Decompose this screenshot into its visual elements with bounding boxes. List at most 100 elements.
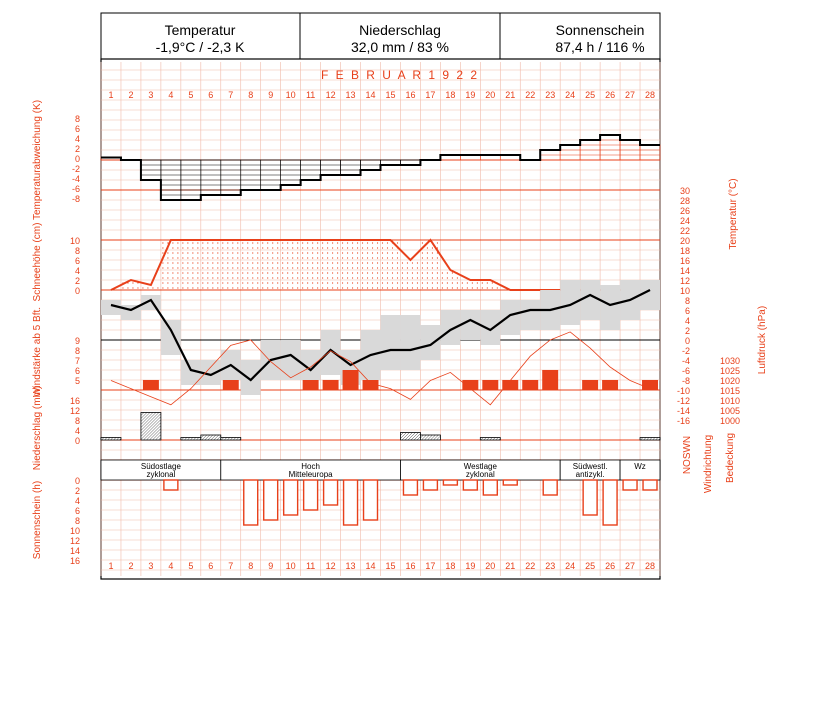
snow-dot (222, 247, 224, 249)
snow-dot (426, 242, 429, 244)
snow-dot (351, 252, 354, 254)
wind-bar (362, 380, 379, 390)
snow-dot (162, 287, 164, 289)
snow-dot (297, 267, 299, 269)
snow-dot (332, 287, 334, 289)
precip-hatch (210, 434, 216, 441)
snow-dot (262, 252, 264, 254)
day-label-top: 4 (168, 90, 173, 100)
snow-dot (272, 282, 274, 284)
snow-dot (237, 267, 239, 269)
day-label-top: 15 (385, 90, 395, 100)
precip-hatch (646, 437, 650, 441)
pressure-tick: 1030 (720, 356, 740, 366)
snow-dot (182, 262, 184, 264)
precip-hatch (204, 434, 210, 441)
snow-dot (177, 272, 179, 274)
snow-dot (257, 242, 259, 244)
snow-dot (207, 287, 209, 289)
sunshine-bar (602, 479, 618, 526)
temp-tick: 6 (685, 306, 690, 316)
snow-dot (366, 247, 369, 249)
snow-dot (366, 267, 369, 269)
anomaly-bar (340, 159, 361, 176)
axis-title-sunshine: Sonnenschein (h) (32, 481, 43, 559)
snow-dot (207, 267, 209, 269)
snow-dot (292, 282, 294, 284)
snow-dot (337, 252, 339, 254)
precip-hatch (149, 428, 162, 441)
snow-dot (361, 272, 364, 274)
snow-dot (162, 252, 164, 254)
snow-dot (381, 247, 384, 249)
snow-dot (307, 287, 309, 289)
snow-dot (496, 282, 498, 284)
temp-tick: -6 (682, 366, 690, 376)
axis-title-precip: Niederschlag (mm) (32, 386, 43, 470)
snow-dot (371, 247, 374, 249)
precip-hatch (643, 437, 647, 441)
snow-dot (327, 272, 329, 274)
snow-dot (332, 262, 334, 264)
day-label-top: 16 (405, 90, 415, 100)
snow-dot (242, 267, 244, 269)
snow-dot (426, 247, 429, 249)
snow-dot (242, 247, 244, 249)
precip-hatch (433, 434, 439, 441)
snow-dot (217, 247, 219, 249)
precip-tick: 8 (75, 416, 80, 426)
snow-dot (267, 272, 269, 274)
snow-dot (272, 287, 274, 289)
snow-dot (267, 267, 269, 269)
snow-dot (396, 262, 399, 264)
snow-dot (346, 252, 349, 254)
snow-dot (332, 247, 334, 249)
day-label-top: 18 (445, 90, 455, 100)
snow-dot (212, 272, 214, 274)
day-label-top: 1 (108, 90, 113, 100)
snow-dot (366, 287, 369, 289)
snow-dot (202, 282, 204, 284)
snow-dot (476, 287, 478, 289)
snow-dot (227, 287, 229, 289)
snow-dot (267, 277, 269, 279)
temperature-title: Temperatur (165, 22, 236, 38)
snow-dot (386, 242, 389, 244)
snow-dot (197, 287, 199, 289)
anomaly-bar (280, 159, 301, 186)
snow-dot (252, 242, 254, 244)
anomaly-bar (639, 144, 661, 161)
snow-dot (317, 257, 319, 259)
snow-dot (177, 257, 179, 259)
snow-dot (312, 252, 314, 254)
snow-dot (356, 242, 359, 244)
snow-dot (197, 252, 199, 254)
snow-dot (252, 287, 254, 289)
snow-dot (421, 267, 424, 269)
sun-tick: 10 (70, 526, 80, 536)
snow-dot (137, 287, 139, 289)
snow-dot (317, 242, 319, 244)
snow-dot (282, 252, 284, 254)
temp-tick: 2 (685, 326, 690, 336)
sunshine-bar (482, 479, 498, 496)
snow-dot (297, 277, 299, 279)
snow-dot (332, 257, 334, 259)
day-label-bottom: 15 (385, 561, 395, 571)
snow-dot (381, 252, 384, 254)
precip-hatch (236, 437, 239, 441)
snow-dot (182, 267, 184, 269)
precip-hatch (116, 437, 120, 441)
snow-dot (252, 247, 254, 249)
day-label-bottom: 20 (485, 561, 495, 571)
snow-dot (322, 257, 324, 259)
snow-dot (391, 272, 394, 274)
precip-hatch (410, 432, 419, 441)
snow-dot (327, 277, 329, 279)
snow-dot (197, 247, 199, 249)
snow-dot (262, 282, 264, 284)
day-label-top: 13 (346, 90, 356, 100)
precip-hatch (201, 434, 207, 441)
snow-dot (411, 277, 414, 279)
